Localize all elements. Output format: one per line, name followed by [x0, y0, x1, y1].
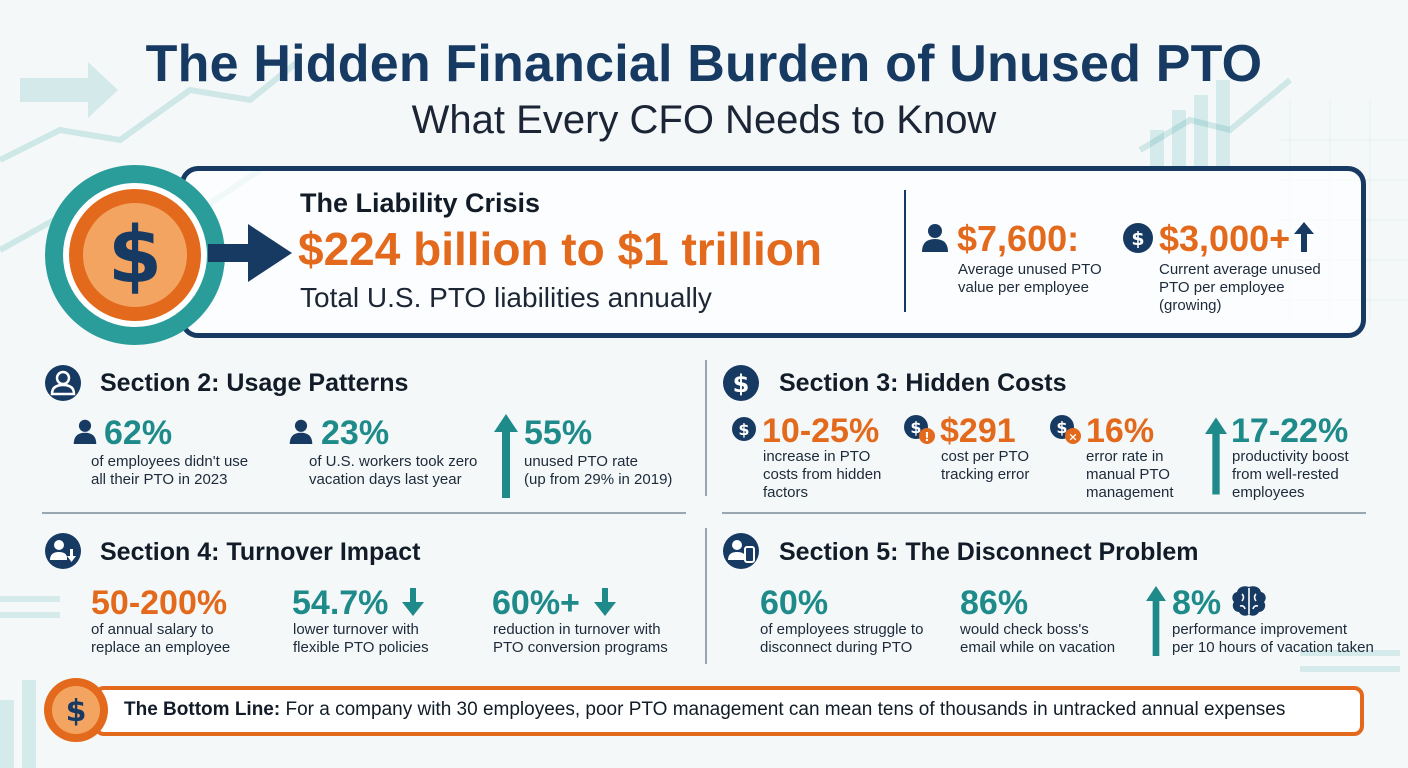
person-icon — [73, 419, 97, 444]
stat-description: factors — [763, 484, 809, 501]
stat-description: would check boss's — [960, 621, 1089, 638]
stat-description: (up from 29% in 2019) — [524, 471, 673, 488]
liability-panel — [180, 166, 1366, 338]
stat-description: increase in PTO — [763, 448, 871, 465]
error-icon: $ × — [1050, 415, 1081, 444]
stat-description: productivity boost — [1232, 448, 1349, 465]
stat-description: tracking error — [941, 466, 1030, 483]
section-4-title: Section 4: Turnover Impact — [100, 538, 421, 566]
bottom-line-text: The Bottom Line: For a company with 30 e… — [124, 699, 1285, 721]
current-unused-pto-value: $3,000+ — [1159, 218, 1291, 259]
stat-description: lower turnover with — [293, 621, 419, 638]
panel-divider — [904, 190, 906, 312]
person-down-icon — [45, 533, 81, 569]
section-divider-vertical — [705, 528, 707, 664]
stat-note-line: Average unused PTO — [958, 261, 1102, 278]
dollar-coin-icon: $ — [1123, 223, 1153, 253]
dollar-coin-icon: $ — [45, 165, 225, 345]
stat-value: 16% — [1086, 412, 1155, 450]
stat-note-line: Current average unused — [1159, 261, 1321, 278]
stat-note-line: value per employee — [958, 279, 1089, 296]
section-2-title: Section 2: Usage Patterns — [100, 369, 409, 397]
stat-description: replace an employee — [91, 639, 231, 656]
page-subtitle: What Every CFO Needs to Know — [411, 98, 997, 142]
svg-text:×: × — [1068, 431, 1077, 444]
right-arrow-icon — [208, 224, 292, 282]
stat-description: cost per PTO — [941, 448, 1030, 465]
stat-value: 60% — [760, 584, 829, 622]
svg-text:$: $ — [1056, 418, 1067, 437]
stat-description: of employees struggle to — [760, 621, 924, 638]
stat-description: costs from hidden — [763, 466, 882, 483]
stat-value: 86% — [960, 584, 1029, 622]
down-arrow-icon — [594, 588, 616, 616]
stat-value: 54.7% — [292, 584, 389, 622]
stat-value: 50-200% — [91, 584, 228, 622]
stat-description: of U.S. workers took zero — [309, 453, 478, 470]
svg-text:!: ! — [924, 430, 929, 444]
stat-description: PTO conversion programs — [493, 639, 668, 656]
up-arrow-icon — [1205, 417, 1227, 495]
stat-description: of employees didn't use — [91, 453, 249, 470]
section-divider-horizontal — [722, 512, 1366, 514]
stat-description: unused PTO rate — [524, 453, 638, 470]
person-icon — [922, 224, 948, 252]
stat-description: of annual salary to — [91, 621, 214, 638]
stat-description: disconnect during PTO — [760, 639, 913, 656]
liability-value: $224 billion to $1 trillion — [298, 223, 822, 275]
stat-description: management — [1086, 484, 1174, 501]
svg-text:$: $ — [66, 694, 87, 729]
stat-description: email while on vacation — [960, 639, 1116, 656]
svg-text:$: $ — [733, 370, 750, 398]
stat-description: performance improvement — [1172, 621, 1348, 638]
stat-value: 55% — [524, 414, 593, 452]
svg-text:$: $ — [738, 420, 749, 439]
stat-value: 8% — [1172, 584, 1222, 622]
stat-description: error rate in — [1086, 448, 1164, 465]
stat-description: from well-rested — [1232, 466, 1339, 483]
dollar-coin-icon: $ — [732, 417, 756, 441]
stat-value: 23% — [321, 414, 390, 452]
down-arrow-icon — [402, 588, 424, 616]
user-circle-icon — [45, 365, 81, 401]
up-arrow-icon — [1294, 222, 1314, 252]
liability-label: The Liability Crisis — [300, 188, 541, 218]
stat-value: 17-22% — [1231, 412, 1349, 450]
svg-text:$: $ — [1131, 228, 1144, 250]
liability-note: Total U.S. PTO liabilities annually — [300, 282, 712, 313]
stat-value: 62% — [104, 414, 173, 452]
bottom-line-label: The Bottom Line: — [124, 699, 281, 720]
dollar-coin-icon: $ — [44, 678, 108, 742]
warning-icon: $ ! — [904, 415, 935, 444]
section-3-title: Section 3: Hidden Costs — [779, 369, 1067, 397]
dollar-coin-icon: $ — [723, 365, 759, 401]
person-icon — [289, 419, 313, 444]
page-title: The Hidden Financial Burden of Unused PT… — [145, 35, 1263, 93]
bottom-line-banner — [94, 686, 1364, 736]
section-5-title: Section 5: The Disconnect Problem — [779, 538, 1199, 566]
stat-note-line: PTO per employee — [1159, 279, 1285, 296]
stat-description: flexible PTO policies — [293, 639, 429, 656]
up-arrow-icon — [1146, 586, 1166, 656]
avg-unused-pto-value: $7,600: — [957, 218, 1080, 259]
section-divider-horizontal — [42, 512, 686, 514]
stat-description: all their PTO in 2023 — [91, 471, 228, 488]
stat-description: vacation days last year — [309, 471, 462, 488]
stat-description: per 10 hours of vacation taken — [1172, 639, 1374, 656]
svg-text:$: $ — [910, 418, 921, 437]
stat-note-line: (growing) — [1159, 297, 1222, 314]
stat-description: employees — [1232, 484, 1305, 501]
stat-value: 10-25% — [762, 412, 880, 450]
bottom-line-body: For a company with 30 employees, poor PT… — [285, 699, 1286, 720]
stat-description: manual PTO — [1086, 466, 1170, 483]
svg-text:$: $ — [108, 211, 162, 301]
stat-description: reduction in turnover with — [493, 621, 661, 638]
stat-value: 60%+ — [492, 584, 580, 622]
stat-value: $291 — [940, 412, 1016, 450]
up-arrow-icon — [494, 414, 518, 498]
phone-person-icon — [723, 533, 759, 569]
section-divider-vertical — [705, 360, 707, 496]
brain-icon — [1232, 586, 1266, 616]
